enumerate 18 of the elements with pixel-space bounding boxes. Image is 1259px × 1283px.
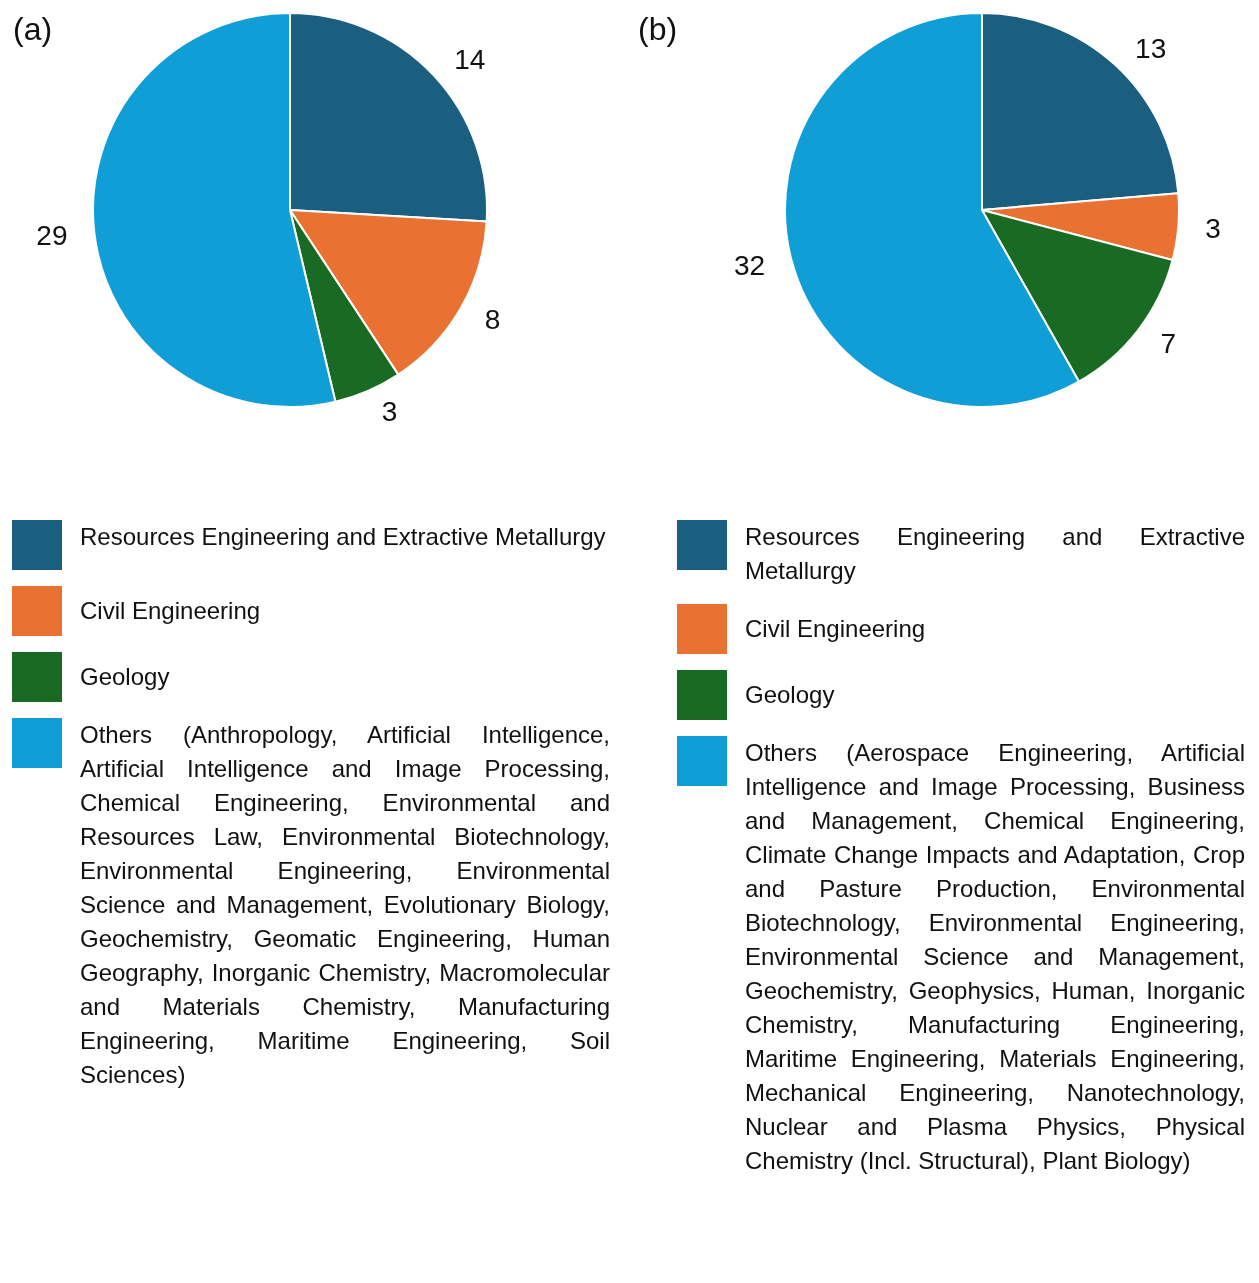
data-label: 3: [1205, 213, 1221, 245]
data-label: 14: [454, 44, 486, 76]
data-label: 7: [1160, 328, 1176, 360]
legend-label: Resources Engineering and Extractive Metallurgy: [80, 522, 607, 552]
data-label: 29: [36, 219, 68, 251]
data-label: 8: [484, 304, 501, 335]
legend-label: Geology: [80, 662, 171, 692]
chart-title: (a): [13, 11, 53, 47]
category-label: Others (Anthropology, Artificial Intelligence, Artificial Intelligence and Image Processing, Chemical Engineering, Environmental and Resources Law, Environmental Biotechnology, Environmental Engineering, Environmental Science and Management, Evolutionary Biology, Geochemistry, Geomatic Engineering, Human Geography, Inorganic Chemistry, Macromolecular and Materials Chemistry, Manufacturing Engineering, Maritime Engineering, Soil Sciences): [80, 721, 610, 1088]
legend-label: Civil Engineering: [745, 614, 927, 644]
category-label: Others (Aerospace Engineering, Artificial Intelligence and Image Processing, Business and Management, Chemical Engineering, Climate Change Impacts and Adaptation, Crop and Pasture Production, Environmental Biotechnology, Environmental Engineering, Environmental Science and Management, Geochemistry, Geophysics, Human, Inorganic Chemistry, Manufacturing Engineering, Maritime Engineering, Materials Engineering, Mechanical Engineering, Nanotechnology, Nuclear and Plasma Physics, Physical Chemistry (Incl. Structural), Plant Biology): [745, 739, 1245, 1174]
data-label: 3: [381, 395, 398, 427]
data-label: 32: [734, 250, 766, 282]
legend-label: Civil Engineering: [80, 596, 262, 626]
data-label: 13: [1135, 33, 1167, 65]
chart-title: (b): [638, 11, 678, 47]
legend-label: Resources Engineering and Extractive Metallurgy: [745, 522, 1245, 586]
legend-label: Geology: [745, 680, 836, 710]
